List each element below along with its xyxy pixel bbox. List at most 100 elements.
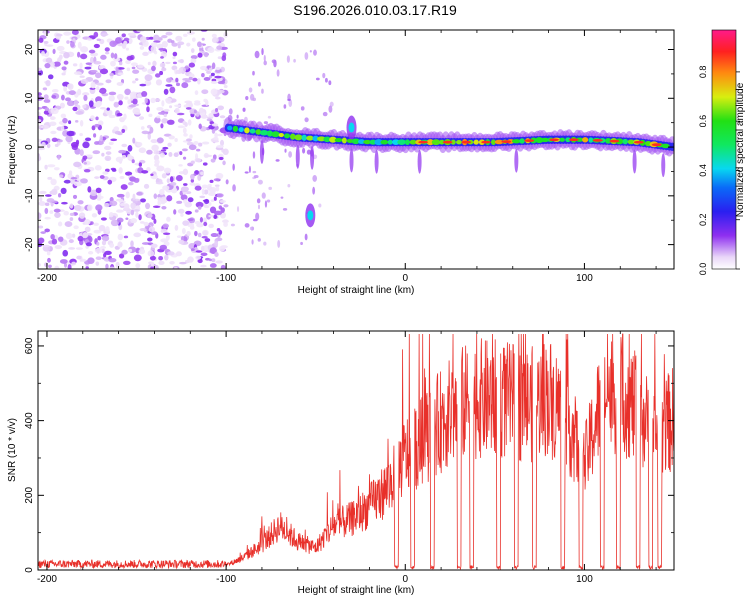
noise-speckle	[109, 200, 118, 207]
ridge-max	[568, 138, 579, 142]
noise-speckle	[217, 133, 223, 137]
noise-speckle	[213, 214, 218, 220]
noise-speckle	[156, 165, 165, 172]
noise-speckle	[57, 57, 62, 63]
sparse-speckle	[300, 106, 305, 111]
sparse-speckle	[257, 179, 263, 185]
sparse-speckle	[288, 99, 293, 108]
ridge-peak	[387, 139, 393, 145]
noise-speckle	[188, 76, 193, 81]
noise-speckle	[49, 210, 54, 214]
noise-speckle	[123, 37, 130, 42]
noise-speckle	[200, 252, 208, 257]
noise-speckle	[116, 217, 124, 223]
noise-speckle	[190, 173, 195, 180]
noise-speckle	[120, 184, 128, 190]
noise-speckle	[180, 186, 189, 193]
noise-speckle	[192, 37, 196, 42]
noise-speckle	[156, 106, 164, 111]
sparse-speckle	[318, 203, 322, 208]
noise-speckle	[194, 185, 202, 191]
noise-speckle	[38, 263, 42, 267]
noise-speckle	[38, 37, 44, 43]
noise-speckle	[212, 154, 217, 161]
streak	[514, 148, 519, 173]
noise-speckle	[116, 209, 122, 213]
noise-speckle	[197, 205, 202, 210]
noise-speckle	[107, 179, 113, 185]
noise-speckle	[163, 167, 172, 174]
noise-speckle	[190, 178, 195, 183]
noise-speckle	[68, 90, 76, 96]
noise-speckle	[161, 34, 168, 39]
noise-speckle	[61, 66, 67, 71]
sparse-speckle	[249, 226, 253, 231]
noise-speckle	[98, 65, 104, 70]
ridge-peak	[278, 132, 284, 138]
noise-speckle	[196, 41, 202, 48]
noise-speckle	[90, 81, 96, 89]
noise-speckle	[68, 170, 73, 176]
noise-speckle	[203, 189, 209, 195]
noise-speckle	[189, 182, 196, 186]
ridge-peak	[271, 131, 280, 138]
sparse-speckle	[248, 165, 251, 174]
noise-speckle	[141, 170, 149, 174]
noise-speckle	[169, 176, 174, 183]
noise-speckle	[47, 257, 51, 263]
noise-speckle	[108, 91, 117, 96]
noise-speckle	[148, 36, 155, 40]
noise-speckle	[168, 135, 175, 140]
ridge-peak	[255, 129, 262, 135]
snr-x-label: Height of straight line (km)	[298, 585, 415, 596]
noise-speckle	[150, 261, 155, 267]
sparse-speckle	[304, 117, 309, 123]
noise-speckle	[213, 136, 219, 142]
noise-speckle	[185, 107, 192, 110]
sparse-speckle	[266, 199, 271, 203]
noise-speckle	[90, 115, 95, 121]
ridge-peak	[290, 133, 296, 140]
noise-speckle	[99, 175, 105, 179]
noise-speckle	[177, 41, 185, 46]
noise-speckle	[199, 195, 206, 199]
noise-speckle	[203, 205, 210, 209]
noise-speckle	[194, 90, 199, 96]
noise-speckle	[215, 186, 220, 192]
noise-speckle	[213, 178, 221, 182]
noise-speckle	[149, 126, 154, 134]
noise-speckle	[134, 112, 141, 115]
noise-speckle	[95, 72, 102, 79]
noise-speckle	[124, 88, 131, 96]
snr-x-tick-label: -200	[37, 574, 57, 585]
noise-speckle	[73, 71, 82, 76]
noise-speckle	[198, 123, 202, 130]
noise-speckle	[43, 99, 51, 103]
noise-speckle	[73, 99, 79, 107]
noise-speckle	[208, 223, 214, 229]
noise-speckle	[45, 57, 53, 63]
ridge-max	[651, 143, 662, 147]
noise-speckle	[217, 56, 222, 60]
noise-speckle	[119, 116, 126, 123]
noise-speckle	[164, 254, 169, 261]
noise-speckle	[195, 250, 203, 253]
noise-speckle	[194, 209, 199, 213]
noise-speckle	[68, 247, 76, 250]
streak	[632, 149, 637, 174]
noise-speckle	[59, 174, 64, 178]
noise-speckle	[136, 93, 143, 98]
noise-speckle	[219, 199, 227, 203]
noise-speckle	[174, 224, 179, 231]
noise-speckle	[38, 154, 41, 161]
ridge-peak	[259, 129, 269, 136]
ridge-peak	[397, 139, 407, 145]
sparse-speckle	[232, 184, 236, 192]
noise-speckle	[139, 45, 145, 50]
noise-speckle	[183, 199, 188, 204]
noise-speckle	[167, 142, 172, 147]
noise-speckle	[137, 64, 144, 69]
noise-speckle	[70, 141, 79, 148]
noise-speckle	[96, 38, 102, 42]
